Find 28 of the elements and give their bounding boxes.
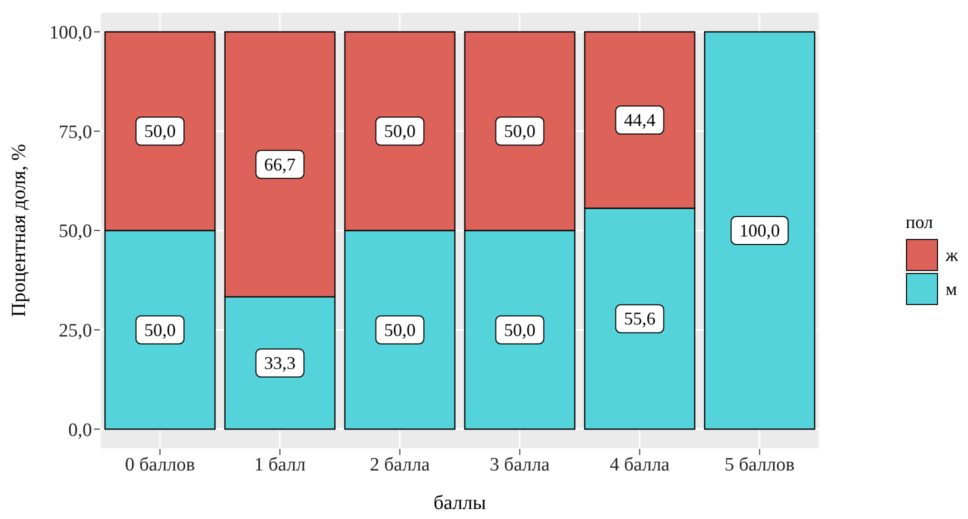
data-label: 44,4 (624, 110, 656, 130)
data-label: 66,7 (264, 154, 296, 174)
x-tick-label: 1 балл (254, 454, 306, 476)
y-axis-title: Процентная доля, % (8, 144, 30, 317)
y-tick-label: 100,0 (49, 22, 92, 44)
x-tick-label: 2 балла (370, 454, 430, 476)
x-tick-label: 3 балла (490, 454, 550, 476)
x-axis-title: баллы (433, 492, 486, 514)
x-tick-label: 5 баллов (724, 454, 795, 476)
y-tick-label: 25,0 (58, 320, 92, 342)
data-label: 50,0 (504, 121, 536, 142)
y-tick-label: 75,0 (58, 122, 92, 143)
data-label: 50,0 (144, 121, 176, 142)
bar (704, 31, 816, 430)
x-tick-label: 0 баллов (124, 454, 195, 476)
data-label: 50,0 (144, 320, 176, 340)
y-tick-label: 50,0 (58, 221, 92, 242)
legend-label: м (946, 278, 957, 300)
legend-label: ж (946, 244, 958, 266)
x-tick-label: 4 балла (610, 454, 670, 476)
y-tick-label: 0,0 (68, 420, 92, 441)
data-label: 50,0 (384, 121, 416, 142)
legend-title: пол (906, 212, 934, 233)
data-label: 33,3 (264, 352, 296, 373)
data-label: 55,6 (624, 308, 656, 329)
data-label: 100,0 (739, 220, 780, 240)
data-label: 50,0 (504, 320, 536, 340)
data-label: 50,0 (384, 320, 416, 340)
